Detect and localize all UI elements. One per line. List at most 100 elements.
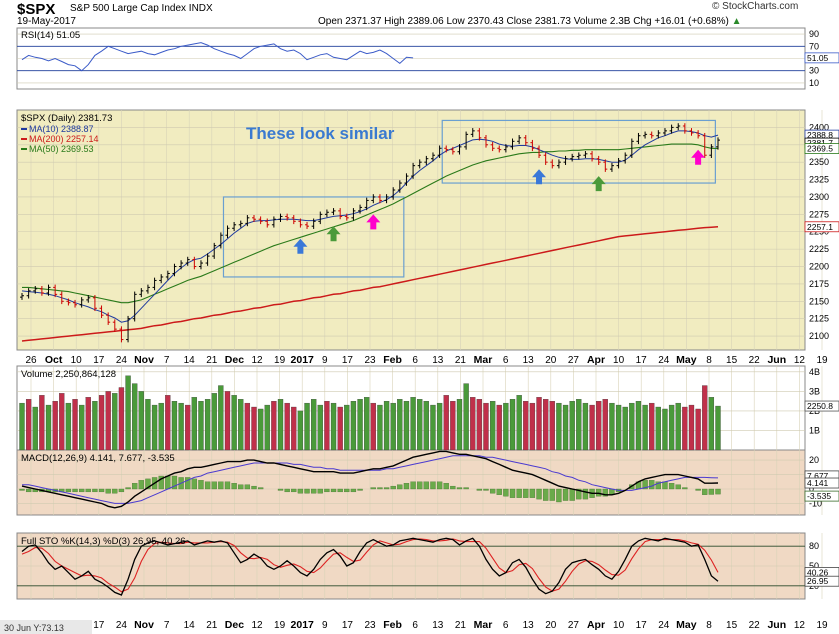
price-x-label: 19 <box>816 355 828 366</box>
sto-x-label: 22 <box>749 620 761 631</box>
price-x-label: 21 <box>206 355 218 366</box>
volume-bar <box>191 397 197 451</box>
ma50-line <box>22 143 719 304</box>
sto-x-label: 10 <box>613 620 625 631</box>
macd-histogram-bar <box>171 475 178 490</box>
price-x-label: 22 <box>749 355 761 366</box>
price-x-label: 10 <box>613 355 625 366</box>
macd-histogram-bar <box>92 488 98 493</box>
volume-bar <box>596 401 602 451</box>
sto-last-value-1: 26.95 <box>807 576 829 586</box>
arrow-marker-0 <box>293 238 308 254</box>
volume-bar <box>271 401 277 451</box>
volume-bar <box>403 401 410 451</box>
volume-bar <box>556 402 562 451</box>
volume-bar <box>642 404 648 451</box>
macd-histogram-bar <box>297 488 304 494</box>
macd-histogram-bar <box>655 481 661 490</box>
macd-histogram-bar <box>450 485 456 490</box>
sto-x-label: Dec <box>225 619 244 631</box>
volume-bar <box>204 399 211 451</box>
volume-bar <box>251 406 257 451</box>
volume-bar <box>52 401 58 451</box>
price-tag-3-box <box>804 221 839 233</box>
volume-bar <box>145 399 151 451</box>
sto-d-line <box>21 538 719 593</box>
arrow-marker-1 <box>326 226 341 242</box>
y-tick-label: 70 <box>809 41 819 51</box>
sto-x-label: 23 <box>364 620 376 631</box>
volume-bar <box>682 406 688 451</box>
volume-bar <box>364 397 370 451</box>
volume-bar <box>231 395 237 451</box>
volume-bar <box>503 402 509 451</box>
macd-histogram-bar <box>417 481 423 490</box>
sto-x-label: 7 <box>164 620 170 631</box>
volume-bar <box>118 387 125 451</box>
macd-histogram-bar <box>350 488 357 493</box>
macd-histogram-bar <box>390 485 396 490</box>
macd-histogram-bar <box>456 487 463 490</box>
macd-last-value-2: -3.535 <box>807 491 831 501</box>
volume-bar <box>543 399 549 451</box>
sto-x-label: Mar <box>474 619 493 631</box>
sto-x-label: 6 <box>412 620 418 631</box>
macd-histogram-bar <box>476 488 483 491</box>
volume-bar <box>536 397 542 451</box>
macd-last-value-2-box <box>804 490 839 502</box>
price-x-label: 13 <box>523 355 535 366</box>
sto-x-label: 6 <box>503 620 509 631</box>
sto-x-label: 24 <box>116 620 128 631</box>
sto-x-label: Nov <box>134 619 154 631</box>
macd-histogram-bar <box>536 488 542 500</box>
price-x-label: 7 <box>164 355 170 366</box>
volume-bar <box>211 393 217 451</box>
macd-line <box>21 450 719 509</box>
legend-ma200: MA(200) 2257.14 <box>29 134 99 144</box>
sto-title: Full STO %K(14,3) %D(3) 26.95, 40.26 <box>21 536 186 547</box>
sto-k-line <box>21 537 719 596</box>
sto-x-label: 13 <box>523 620 535 631</box>
y-tick-label: 2275 <box>809 209 829 219</box>
macd-histogram-bar <box>642 480 648 490</box>
sto-x-label: 21 <box>206 620 218 631</box>
macd-histogram-bar <box>397 484 403 490</box>
volume-bar <box>695 408 701 451</box>
macd-histogram-bar <box>496 488 502 495</box>
volume-last-value-box <box>804 400 839 412</box>
y-tick-label: 2150 <box>809 296 829 306</box>
price-tag-1: 2381.7 <box>807 138 833 148</box>
macd-histogram-bar <box>576 488 582 500</box>
macd-histogram-bar <box>72 488 78 493</box>
sto-x-label: 24 <box>658 620 670 631</box>
macd-histogram-bar <box>291 488 297 493</box>
price-x-label: 26 <box>25 355 37 366</box>
volume-bar <box>257 408 264 451</box>
price-tag-2: 2369.5 <box>807 144 833 154</box>
y-tick-label: 2225 <box>809 244 829 254</box>
volume-bar <box>85 397 91 451</box>
volume-bar <box>629 402 635 451</box>
sto-x-label: 2017 <box>291 619 315 631</box>
y-tick-label: 90 <box>809 29 819 39</box>
y-tick-label: 0 <box>809 484 814 494</box>
macd-histogram-bar <box>377 487 383 490</box>
price-x-label: 24 <box>116 355 128 366</box>
volume-bar <box>410 397 416 451</box>
volume-bar <box>330 402 337 451</box>
price-x-label: Apr <box>587 354 605 366</box>
macd-histogram-bar <box>410 481 416 490</box>
volume-bar <box>576 399 582 451</box>
price-x-label: Mar <box>474 354 493 366</box>
price-x-label: Nov <box>134 354 154 366</box>
price-x-label: 6 <box>503 355 509 366</box>
rsi-last-value-box <box>804 52 839 64</box>
volume-bar <box>655 406 661 451</box>
chart-header: $SPX S&P 500 Large Cap Index INDX 19-May… <box>0 0 839 28</box>
ohlc-summary: Open 2371.37 High 2389.06 Low 2370.43 Cl… <box>318 16 742 27</box>
price-x-label: 17 <box>636 355 648 366</box>
macd-histogram-bar <box>443 483 449 490</box>
volume-bar <box>317 404 323 451</box>
price-x-label: 13 <box>432 355 444 366</box>
macd-histogram-bar <box>198 480 204 490</box>
